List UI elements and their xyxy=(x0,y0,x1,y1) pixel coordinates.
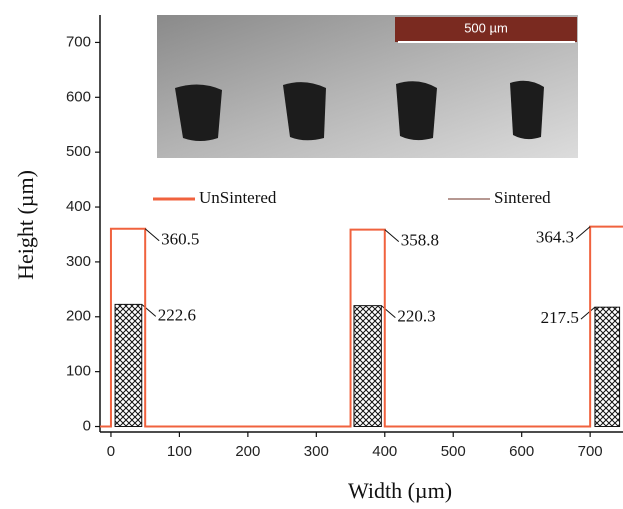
y-tick-label: 200 xyxy=(66,308,91,325)
leader-line xyxy=(385,230,399,242)
leader-line xyxy=(576,227,590,239)
inset-photo: 500 µm xyxy=(157,15,578,158)
chart: 500 µm Height (µm) Width (µm) 0 100 200 300… xyxy=(0,0,623,509)
value-label: 360.5 xyxy=(161,230,199,249)
value-label: 222.6 xyxy=(158,305,196,324)
legend-label: Sintered xyxy=(494,188,551,207)
x-tick-label: 200 xyxy=(235,443,260,460)
y-tick-label: 600 xyxy=(66,88,91,105)
y-tick-label: 300 xyxy=(66,253,91,270)
x-tick-label: 300 xyxy=(304,443,329,460)
y-tick-label: 700 xyxy=(66,33,91,50)
inset-feature xyxy=(283,82,326,140)
bar xyxy=(354,306,381,427)
leader-line xyxy=(381,306,395,318)
value-label: 364.3 xyxy=(536,228,574,247)
y-tick-label: 400 xyxy=(66,198,91,215)
x-tick-label: 100 xyxy=(167,443,192,460)
x-tick-label: 400 xyxy=(372,443,397,460)
inset-feature xyxy=(396,81,437,140)
x-axis-label: Width (µm) xyxy=(348,478,452,503)
leader-line xyxy=(145,229,159,241)
x-tick-label: 700 xyxy=(578,443,603,460)
y-tick-label: 500 xyxy=(66,143,91,160)
inset-feature xyxy=(510,81,544,139)
x-tick-label: 500 xyxy=(441,443,466,460)
leader-line xyxy=(581,307,595,319)
leader-line xyxy=(142,304,156,316)
y-tick-label: 0 xyxy=(83,417,91,434)
x-tick-label: 0 xyxy=(107,443,115,460)
bar xyxy=(115,304,142,426)
scale-label: 500 µm xyxy=(464,20,508,35)
bar xyxy=(595,307,620,426)
x-tick-label: 600 xyxy=(509,443,534,460)
value-label: 217.5 xyxy=(541,308,579,327)
y-tick-label: 100 xyxy=(66,363,91,380)
value-label: 220.3 xyxy=(397,307,435,326)
legend-label: UnSintered xyxy=(199,188,277,207)
page: 500 µm Height (µm) Width (µm) 0 100 200 300… xyxy=(0,0,623,509)
y-axis-label: Height (µm) xyxy=(13,170,38,280)
value-label: 358.8 xyxy=(401,231,439,250)
